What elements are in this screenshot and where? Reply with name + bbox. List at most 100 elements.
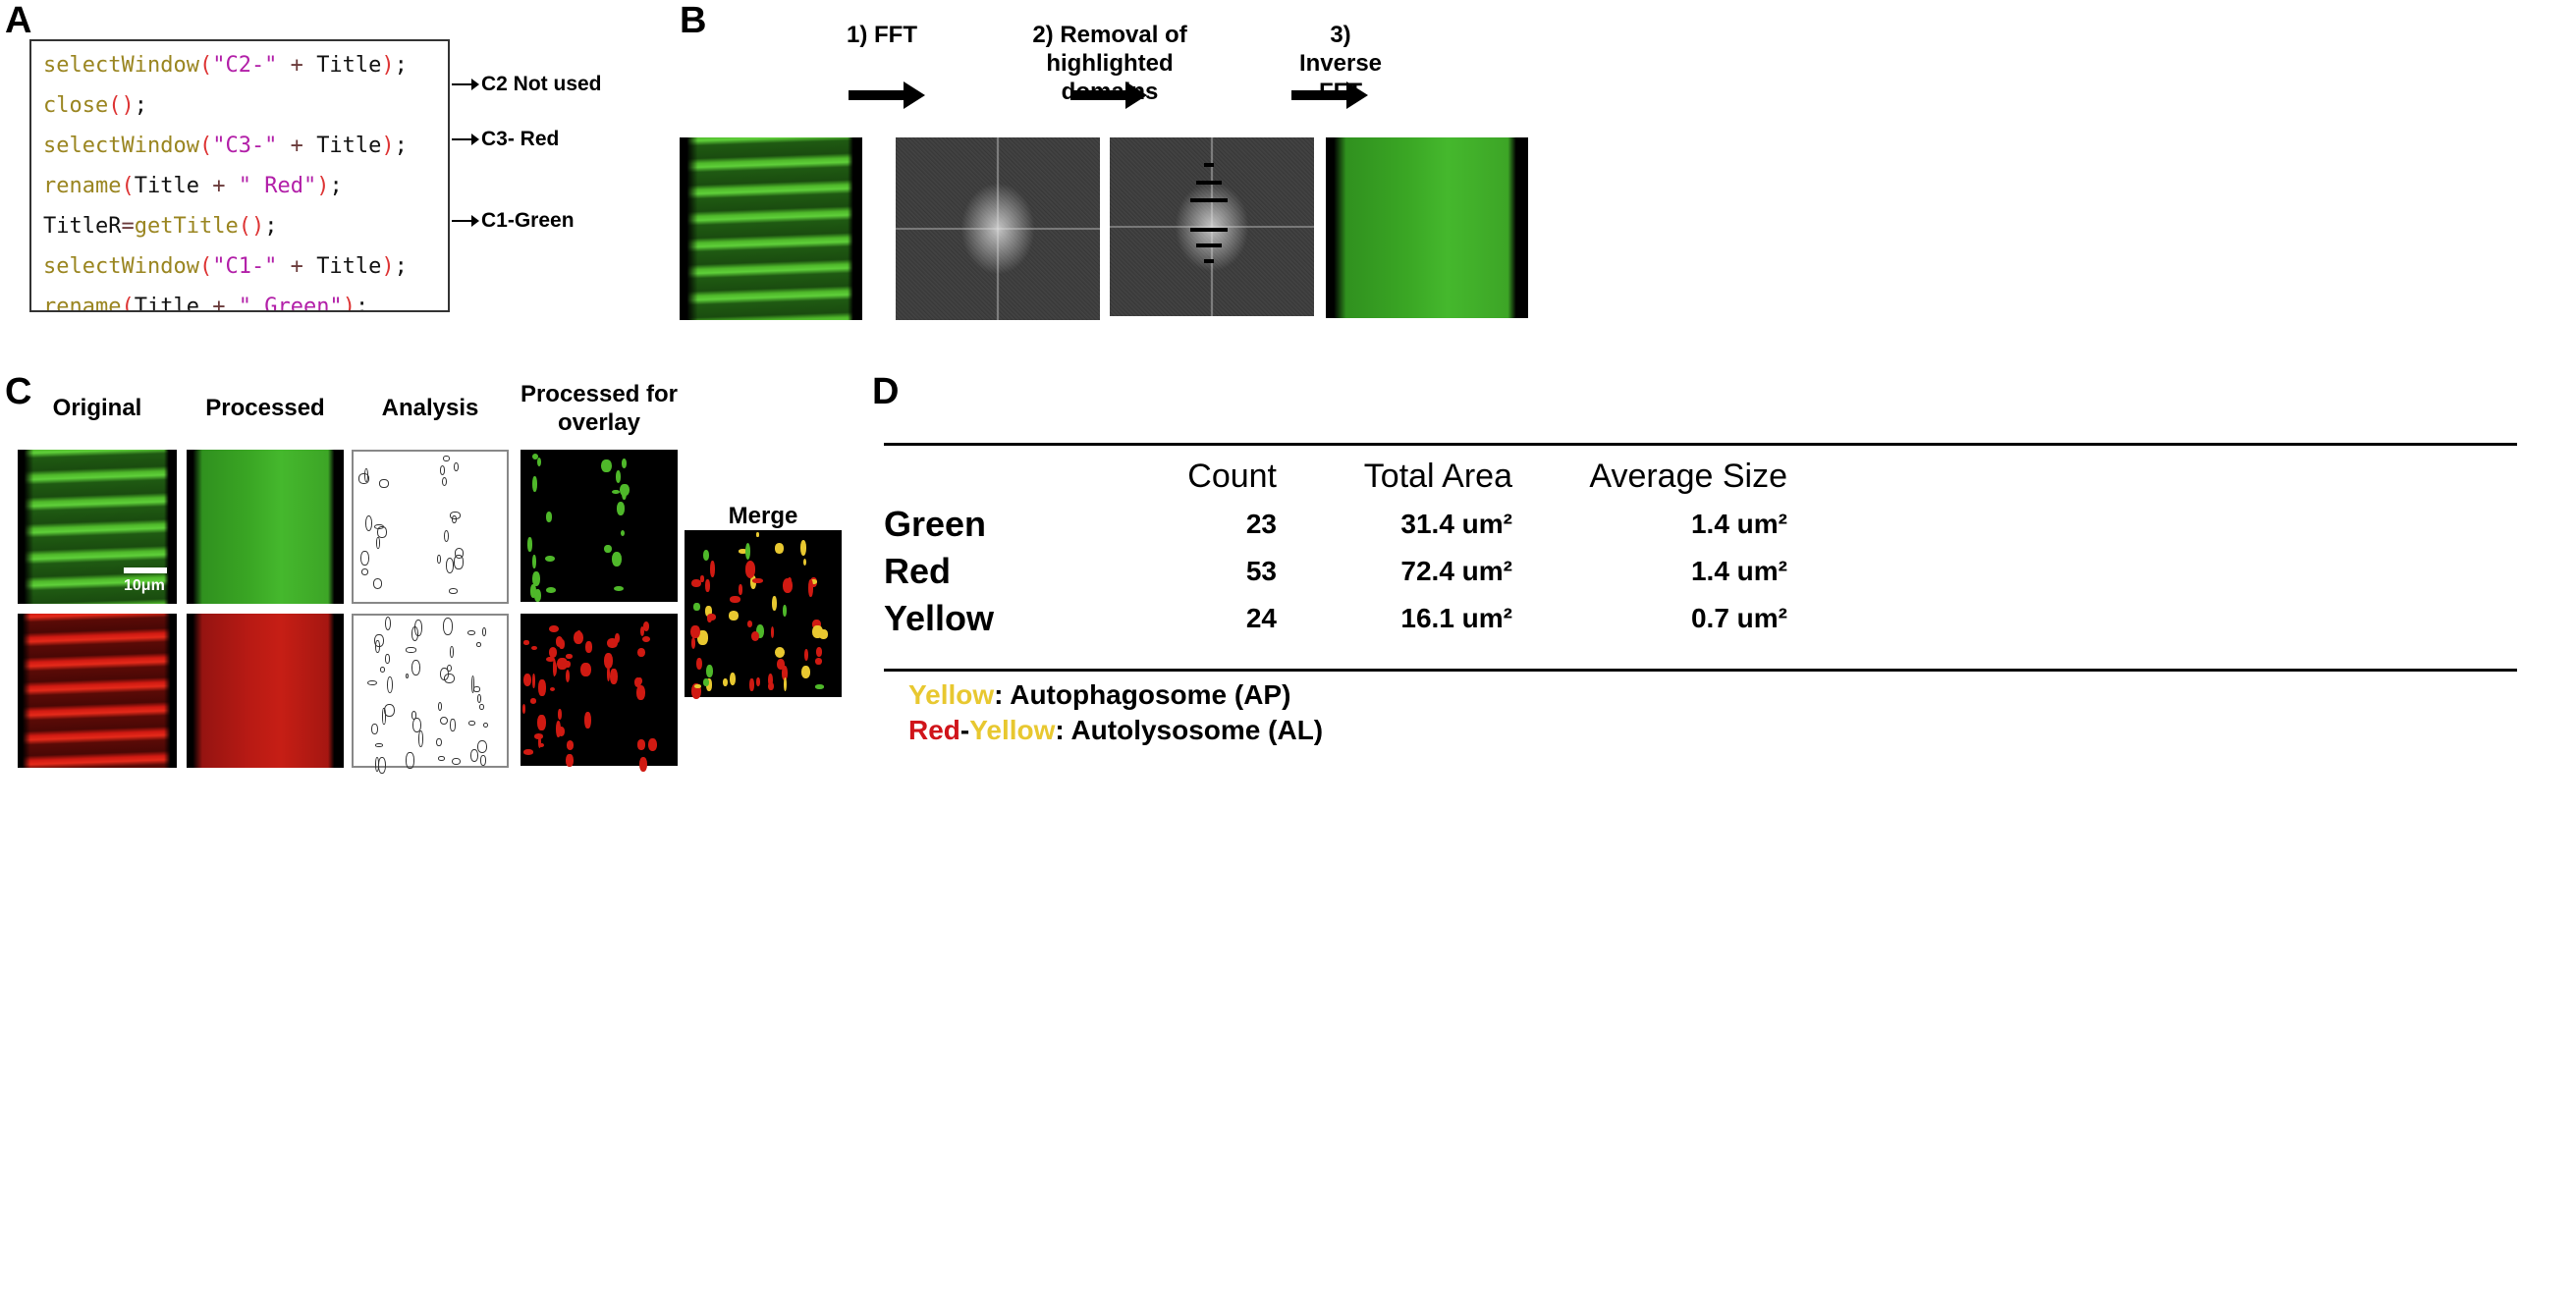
particle bbox=[476, 694, 482, 703]
particle bbox=[377, 757, 386, 775]
particle bbox=[803, 558, 807, 567]
particle bbox=[366, 679, 378, 686]
particle bbox=[439, 465, 446, 475]
particle bbox=[705, 606, 712, 617]
code-line: selectWindow("C3-" + Title); bbox=[43, 126, 448, 166]
table-top-rule bbox=[884, 443, 2517, 446]
cell-average-size: 0.7 um² bbox=[1690, 603, 1787, 633]
code-token: + bbox=[277, 254, 317, 279]
code-token: getTitle bbox=[134, 214, 239, 239]
row-label: Green bbox=[884, 504, 987, 544]
particle bbox=[546, 512, 553, 523]
column-processed: Processed bbox=[205, 395, 325, 421]
particle bbox=[406, 647, 416, 653]
code-token: "C3-" bbox=[212, 134, 278, 158]
particle bbox=[552, 659, 556, 676]
code-token: ( bbox=[198, 134, 213, 158]
particle bbox=[532, 475, 537, 492]
annotation-c3: C3- Red bbox=[452, 128, 559, 151]
arrow-right-icon bbox=[452, 215, 479, 227]
particle bbox=[534, 588, 542, 602]
code-token: Title bbox=[134, 295, 199, 312]
particle bbox=[808, 579, 814, 597]
scale-bar-label: 10μm bbox=[124, 577, 165, 594]
particle bbox=[364, 514, 373, 531]
annotation-c2: C2 Not used bbox=[452, 73, 602, 96]
particle bbox=[530, 645, 537, 651]
code-token: ; bbox=[394, 134, 408, 158]
code-token: Title bbox=[316, 254, 382, 279]
particle bbox=[690, 637, 696, 649]
particle bbox=[707, 614, 717, 621]
particle bbox=[770, 625, 775, 638]
particle bbox=[755, 624, 765, 639]
particle bbox=[566, 740, 575, 751]
particle bbox=[565, 660, 572, 668]
code-token: " Red" bbox=[238, 174, 317, 198]
particle bbox=[606, 638, 618, 649]
particle bbox=[565, 654, 573, 660]
particle bbox=[527, 537, 533, 552]
code-token: selectWindow bbox=[43, 53, 199, 78]
column-header: Total Area bbox=[1363, 457, 1512, 495]
particle bbox=[693, 602, 700, 611]
cell-count: 24 bbox=[1245, 603, 1277, 633]
code-token: + bbox=[277, 134, 317, 158]
legend-text: Yellow bbox=[969, 715, 1056, 745]
code-token: Title bbox=[316, 134, 382, 158]
particle bbox=[443, 456, 450, 462]
particle bbox=[376, 537, 380, 550]
code-token: Title bbox=[134, 174, 199, 198]
particle bbox=[751, 578, 763, 584]
annotation-c1: C1-Green bbox=[452, 209, 575, 233]
table-row: Yellow 24 16.1 um² 0.7 um² bbox=[884, 595, 1787, 642]
particle bbox=[360, 550, 370, 566]
code-token: ( bbox=[198, 254, 213, 279]
particle bbox=[637, 647, 646, 658]
table-row: Green 23 31.4 um² 1.4 um² bbox=[884, 501, 1787, 548]
particle bbox=[449, 512, 461, 519]
particle bbox=[783, 605, 787, 618]
processed-red-image bbox=[187, 614, 344, 768]
column-original: Original bbox=[52, 395, 142, 421]
legend-text: - bbox=[959, 715, 970, 745]
particle bbox=[363, 467, 368, 483]
particle bbox=[706, 678, 712, 691]
code-line: selectWindow("C2-" + Title); bbox=[43, 45, 448, 85]
particle bbox=[610, 668, 618, 685]
table-bottom-rule bbox=[884, 669, 2517, 672]
particle bbox=[636, 685, 645, 701]
particle bbox=[537, 714, 546, 730]
code-token: "C1-" bbox=[212, 254, 278, 279]
particle bbox=[536, 457, 542, 467]
cell-total-area: 31.4 um² bbox=[1400, 509, 1512, 539]
particle bbox=[436, 554, 441, 565]
particle bbox=[776, 658, 785, 670]
code-token: = bbox=[121, 214, 135, 239]
annotation-text: C3- Red bbox=[481, 128, 560, 150]
particle bbox=[479, 703, 484, 710]
arrow-right-icon bbox=[452, 79, 479, 90]
particle bbox=[804, 648, 808, 661]
particle bbox=[613, 585, 625, 592]
code-token: ) bbox=[316, 174, 330, 198]
code-token: TitleR bbox=[43, 214, 122, 239]
code-token: "C2-" bbox=[212, 53, 278, 78]
particle bbox=[641, 635, 650, 643]
particle bbox=[710, 561, 716, 577]
particle bbox=[549, 687, 556, 692]
particle bbox=[522, 673, 532, 686]
analysis-green-image bbox=[352, 450, 509, 604]
particle bbox=[360, 567, 368, 575]
particle bbox=[418, 730, 424, 747]
particle bbox=[375, 640, 380, 654]
particle bbox=[767, 673, 774, 687]
code-token: ) bbox=[342, 295, 356, 312]
row-label: Red bbox=[884, 551, 952, 591]
particle bbox=[756, 532, 760, 537]
particle bbox=[447, 664, 453, 673]
particle bbox=[799, 540, 806, 557]
particle bbox=[449, 646, 454, 658]
particle bbox=[374, 524, 384, 530]
annotation-text: C1-Green bbox=[481, 209, 575, 232]
